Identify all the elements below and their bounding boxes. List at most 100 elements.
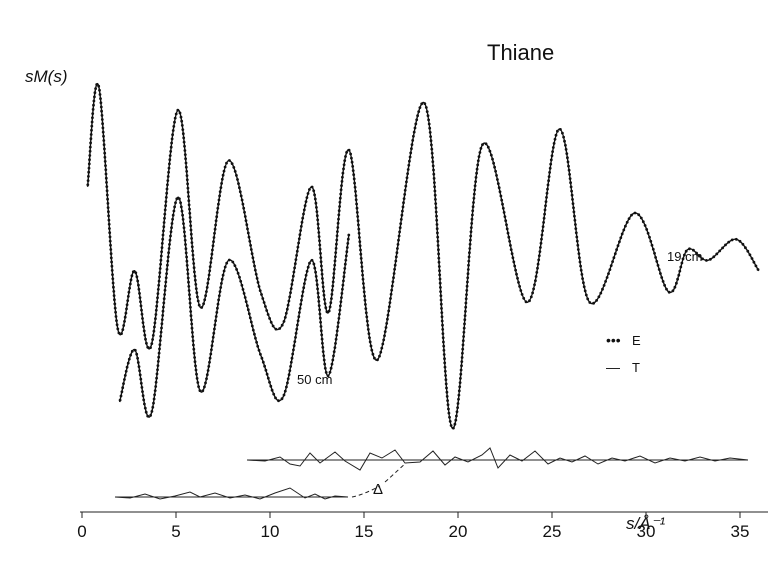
data-point-19cm [616, 244, 620, 248]
data-point-19cm [113, 298, 116, 302]
data-point-19cm [582, 285, 586, 289]
data-point-50cm [192, 351, 196, 355]
data-point-19cm [427, 122, 431, 126]
data-point-50cm [129, 353, 133, 357]
data-point-19cm [667, 290, 671, 294]
x-tick-label: 0 [77, 522, 86, 541]
data-point-19cm [436, 231, 439, 235]
annotation-delta: Δ [373, 481, 383, 498]
data-point-50cm [173, 205, 177, 209]
data-point-50cm [184, 247, 188, 251]
data-point-19cm [434, 206, 438, 210]
data-point-19cm [210, 256, 213, 260]
data-point-19cm [436, 244, 440, 247]
data-point-50cm [193, 360, 197, 364]
data-point-50cm [204, 381, 207, 385]
data-point-19cm [539, 246, 542, 249]
data-point-19cm [160, 242, 164, 245]
data-point-19cm [110, 269, 114, 272]
data-point-19cm [202, 302, 206, 306]
data-point-19cm [107, 222, 111, 226]
data-point-19cm [501, 202, 504, 206]
data-point-19cm [460, 360, 464, 363]
data-point-19cm [297, 241, 300, 245]
data-point-19cm [698, 254, 701, 258]
data-point-19cm [730, 238, 734, 242]
data-point-19cm [322, 289, 325, 293]
data-point-19cm [113, 302, 117, 306]
data-point-50cm [324, 371, 328, 374]
data-point-50cm [314, 275, 318, 278]
data-point-19cm [445, 390, 449, 394]
data-point-50cm [190, 326, 194, 330]
data-point-50cm [196, 381, 200, 384]
data-point-19cm [151, 334, 155, 337]
data-point-19cm [578, 260, 582, 264]
data-point-50cm [280, 397, 284, 401]
data-point-19cm [355, 202, 358, 206]
data-point-50cm [210, 344, 214, 348]
data-point-50cm [283, 389, 287, 393]
data-point-19cm [513, 264, 517, 268]
data-point-19cm [561, 131, 564, 135]
data-point-19cm [365, 315, 369, 319]
data-point-50cm [214, 315, 218, 318]
data-point-19cm [205, 286, 209, 289]
data-point-19cm [510, 252, 514, 256]
data-point-19cm [153, 321, 157, 325]
data-point-19cm [156, 296, 159, 300]
x-axis: 0 5 10 15 20 25 30 35 [77, 511, 768, 541]
data-point-50cm [286, 381, 289, 385]
data-point-19cm [341, 175, 344, 179]
data-point-19cm [624, 224, 627, 228]
data-point-19cm [563, 139, 566, 143]
data-point-19cm [111, 273, 114, 276]
data-point-19cm [602, 284, 606, 287]
data-point-19cm [444, 374, 447, 377]
data-point-50cm [222, 269, 226, 273]
data-point-50cm [189, 305, 192, 309]
data-point-19cm [187, 199, 191, 203]
data-point-19cm [349, 152, 352, 156]
data-point-50cm [317, 300, 321, 303]
data-point-50cm [118, 398, 122, 402]
data-point-19cm [357, 223, 360, 227]
data-point-19cm [437, 248, 440, 252]
data-point-19cm [653, 251, 656, 255]
data-point-19cm [222, 169, 226, 173]
data-point-19cm [398, 226, 402, 230]
data-point-19cm [183, 144, 186, 148]
data-point-50cm [144, 410, 148, 414]
y-axis-label: sM(s) [25, 67, 67, 86]
data-point-19cm [170, 137, 174, 141]
data-point-19cm [466, 268, 470, 271]
data-point-19cm [166, 179, 170, 183]
data-point-50cm [305, 269, 309, 273]
data-point-19cm [172, 125, 176, 128]
data-point-50cm [156, 360, 160, 363]
data-point-50cm [221, 273, 225, 277]
data-point-19cm [607, 272, 610, 275]
data-point-19cm [332, 267, 336, 271]
data-point-50cm [184, 251, 188, 255]
data-point-19cm [334, 255, 337, 259]
data-point-19cm [116, 327, 120, 331]
data-point-50cm [166, 259, 170, 263]
data-point-19cm [138, 292, 141, 295]
data-point-19cm [320, 264, 323, 268]
data-point-19cm [238, 186, 241, 190]
data-point-50cm [158, 347, 161, 351]
data-point-50cm [163, 293, 167, 296]
data-point-19cm [562, 135, 565, 139]
data-point-50cm [214, 319, 218, 323]
data-point-50cm [189, 310, 193, 313]
data-point-19cm [256, 281, 260, 284]
data-point-19cm [106, 206, 110, 210]
data-point-19cm [155, 304, 159, 308]
data-point-19cm [250, 252, 254, 256]
data-point-19cm [534, 275, 538, 278]
data-point-50cm [241, 288, 245, 291]
data-point-19cm [103, 155, 107, 159]
data-point-19cm [246, 231, 250, 235]
data-point-19cm [317, 226, 320, 230]
